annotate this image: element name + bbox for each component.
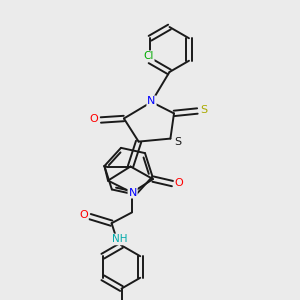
- Text: O: O: [175, 178, 184, 188]
- Text: S: S: [200, 105, 207, 115]
- Text: S: S: [174, 136, 182, 147]
- Text: N: N: [147, 96, 156, 106]
- Text: O: O: [90, 114, 99, 124]
- Text: N: N: [128, 188, 137, 198]
- Text: Cl: Cl: [143, 51, 154, 61]
- Text: O: O: [79, 210, 88, 220]
- Text: NH: NH: [112, 234, 128, 244]
